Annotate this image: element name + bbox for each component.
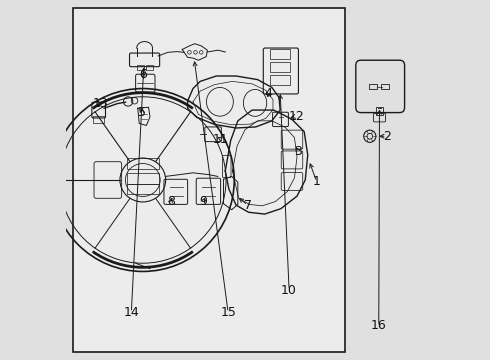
Text: 7: 7	[244, 199, 252, 212]
Text: 1: 1	[313, 175, 320, 188]
Text: 11: 11	[213, 132, 229, 145]
Bar	[270, 75, 290, 85]
Text: 4: 4	[265, 87, 272, 100]
Bar	[73, 8, 345, 352]
Bar	[147, 65, 153, 70]
Text: 9: 9	[199, 195, 207, 208]
Bar	[369, 84, 377, 89]
Text: 5: 5	[138, 106, 146, 119]
Bar	[126, 184, 159, 194]
Bar	[126, 158, 159, 169]
Text: 15: 15	[220, 306, 236, 319]
Bar	[270, 62, 290, 72]
Bar	[93, 116, 104, 123]
Bar	[137, 65, 144, 70]
Text: 10: 10	[281, 284, 297, 297]
Text: 14: 14	[123, 306, 139, 319]
Text: 6: 6	[139, 68, 147, 81]
Bar	[376, 107, 383, 115]
Bar	[381, 84, 389, 89]
Text: 8: 8	[167, 195, 175, 208]
Text: 12: 12	[289, 110, 304, 123]
Bar	[270, 49, 290, 59]
Bar	[126, 173, 159, 184]
Text: 16: 16	[371, 319, 387, 332]
Text: 13: 13	[92, 97, 108, 110]
Text: 2: 2	[383, 130, 391, 143]
Text: 3: 3	[294, 145, 302, 158]
